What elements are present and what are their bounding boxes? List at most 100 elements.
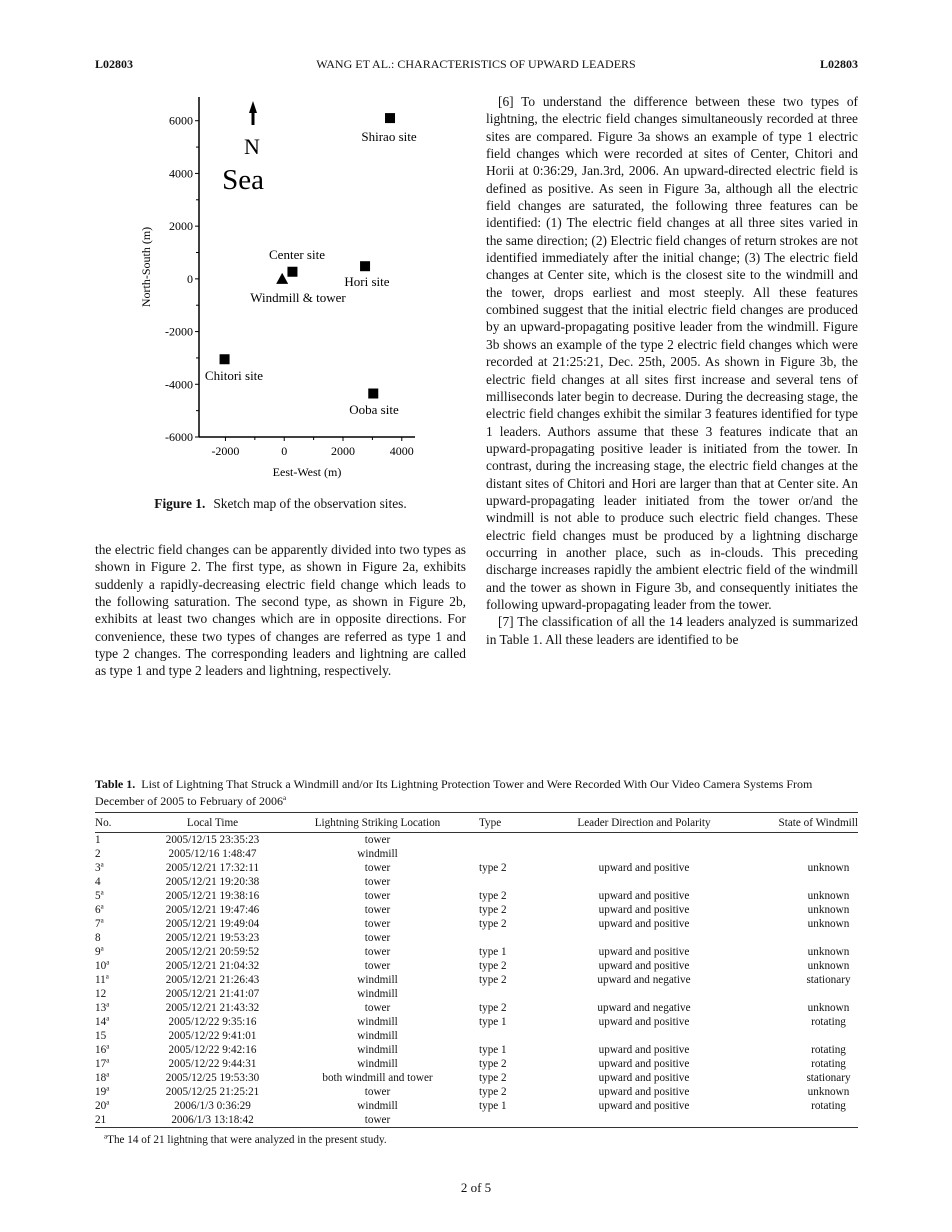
cell-location: windmill bbox=[290, 987, 465, 1001]
cell-text: 8 bbox=[95, 932, 101, 944]
cell-type: type 2 bbox=[465, 1085, 549, 1099]
cell-text: 2005/12/16 1:48:47 bbox=[168, 848, 257, 860]
cell-leader: upward and positive bbox=[549, 889, 739, 903]
figure-1-map: -2000 0 2000 4000 6000 4000 2000 0 -2000 -4000 -60… bbox=[139, 97, 417, 479]
cell-leader: upward and positive bbox=[549, 1057, 739, 1071]
cell-text: 2005/12/21 20:59:52 bbox=[165, 946, 260, 958]
table-row: 4 2005/12/21 19:20:38 tower bbox=[95, 875, 858, 889]
right-column: [6] To understand the difference between… bbox=[486, 93, 858, 648]
cell-location: tower bbox=[290, 959, 465, 973]
cell-type: type 2 bbox=[465, 1001, 549, 1015]
cell-state: stationary bbox=[739, 1071, 858, 1085]
footnote-mark: a bbox=[100, 916, 104, 925]
cell-text: unknown bbox=[807, 1086, 850, 1098]
cell-leader bbox=[549, 931, 739, 945]
cell-type: type 1 bbox=[465, 1015, 549, 1029]
footnote-mark: a bbox=[106, 1042, 110, 1051]
footnote-mark: a bbox=[106, 1000, 110, 1009]
table-row: 9a 2005/12/21 20:59:52 tower type 1 upward a… bbox=[95, 945, 858, 959]
cell-text: rotating bbox=[811, 1100, 846, 1112]
cell-text: unknown bbox=[807, 918, 850, 930]
cell-leader: upward and positive bbox=[549, 1085, 739, 1099]
cell-no: 9a bbox=[95, 945, 135, 959]
footnote-mark: a bbox=[282, 794, 287, 802]
cell-text: 15 bbox=[95, 1030, 107, 1042]
cell-no: 16a bbox=[95, 1043, 135, 1057]
cell-text: 10 bbox=[95, 960, 107, 972]
cell-text: 2005/12/15 23:35:23 bbox=[165, 834, 260, 846]
table-caption: Table 1. List of Lightning That Struck a… bbox=[95, 776, 858, 810]
cell-location: tower bbox=[290, 1001, 465, 1015]
cell-text: type 2 bbox=[479, 974, 507, 986]
cell-text: upward and positive bbox=[598, 1072, 690, 1084]
cell-local-time: 2005/12/22 9:35:16 bbox=[135, 1015, 290, 1029]
cell-state bbox=[739, 1113, 858, 1128]
cell-leader: upward and positive bbox=[549, 903, 739, 917]
cell-type: type 2 bbox=[465, 1057, 549, 1071]
cell-text: upward and negative bbox=[597, 1002, 691, 1014]
cell-no: 17a bbox=[95, 1057, 135, 1071]
cell-leader: upward and positive bbox=[549, 1099, 739, 1113]
table-row: 15 2005/12/22 9:41:01 windmill bbox=[95, 1029, 858, 1043]
cell-text: windmill bbox=[357, 1044, 398, 1056]
y-tick-label: 0 bbox=[187, 272, 193, 286]
cell-type: type 2 bbox=[465, 959, 549, 973]
cell-state bbox=[739, 1029, 858, 1043]
cell-text: 12 bbox=[95, 988, 107, 1000]
site-marker bbox=[219, 354, 230, 365]
cell-text: 2005/12/21 21:04:32 bbox=[165, 960, 260, 972]
cell-local-time: 2005/12/21 19:38:16 bbox=[135, 889, 290, 903]
table-1: No. Local Time Lightning Striking Locati… bbox=[95, 812, 858, 1128]
cell-text: type 1 bbox=[479, 1044, 507, 1056]
table-row: 11a 2005/12/21 21:26:43 windmill type 2 upwa… bbox=[95, 973, 858, 987]
header-right: L02803 bbox=[819, 57, 858, 71]
x-axis-label: Eest-West (m) bbox=[273, 465, 342, 479]
cell-text: rotating bbox=[811, 1058, 846, 1070]
header-left: L02803 bbox=[95, 57, 134, 71]
cell-location: windmill bbox=[290, 1043, 465, 1057]
footnote-text: The 14 of 21 lightning that were analyze… bbox=[107, 1134, 387, 1146]
table-row: 17a 2005/12/22 9:44:31 windmill type 2 upwar… bbox=[95, 1057, 858, 1071]
cell-type bbox=[465, 833, 549, 848]
cell-text: windmill bbox=[357, 974, 398, 986]
cell-local-time: 2005/12/22 9:42:16 bbox=[135, 1043, 290, 1057]
cell-location: windmill bbox=[290, 847, 465, 861]
footnote-mark: a bbox=[106, 958, 110, 967]
cell-type: type 2 bbox=[465, 861, 549, 875]
footnote-mark: a bbox=[106, 1084, 110, 1093]
cell-state: unknown bbox=[739, 945, 858, 959]
cell-text: upward and positive bbox=[598, 1044, 690, 1056]
cell-location: both windmill and tower bbox=[290, 1071, 465, 1085]
table-caption-text: List of Lightning That Struck a Windmill… bbox=[95, 777, 813, 808]
cell-no: 2 bbox=[95, 847, 135, 861]
windmill-marker bbox=[276, 272, 289, 284]
footnote-mark: a bbox=[105, 972, 109, 981]
cell-text: stationary bbox=[806, 974, 851, 986]
site-label: Shirao site bbox=[361, 129, 416, 144]
cell-text: 2005/12/21 19:38:16 bbox=[165, 890, 260, 902]
cell-text: 2005/12/22 9:42:16 bbox=[168, 1044, 257, 1056]
y-tick-label: 2000 bbox=[169, 219, 193, 233]
cell-location: windmill bbox=[290, 973, 465, 987]
cell-text: upward and positive bbox=[598, 890, 690, 902]
cell-leader bbox=[549, 987, 739, 1001]
paragraph-number: [6] bbox=[498, 94, 514, 109]
cell-leader bbox=[549, 1029, 739, 1043]
cell-state: rotating bbox=[739, 1099, 858, 1113]
cell-text: 21 bbox=[95, 1114, 107, 1126]
cell-text: rotating bbox=[811, 1016, 846, 1028]
cell-type bbox=[465, 847, 549, 861]
cell-text: type 1 bbox=[479, 946, 507, 958]
cell-state bbox=[739, 875, 858, 889]
cell-leader bbox=[549, 875, 739, 889]
cell-text: type 2 bbox=[479, 890, 507, 902]
cell-text: type 2 bbox=[479, 1072, 507, 1084]
cell-local-time: 2006/1/3 13:18:42 bbox=[135, 1113, 290, 1128]
cell-text: tower bbox=[364, 890, 391, 902]
cell-no: 18a bbox=[95, 1071, 135, 1085]
left-paragraph: the electric field changes can be appare… bbox=[95, 542, 466, 679]
site-label: Ooba site bbox=[349, 402, 399, 417]
cell-leader: upward and positive bbox=[549, 1015, 739, 1029]
cell-text: upward and positive bbox=[598, 918, 690, 930]
cell-text: 2005/12/21 19:49:04 bbox=[165, 918, 260, 930]
